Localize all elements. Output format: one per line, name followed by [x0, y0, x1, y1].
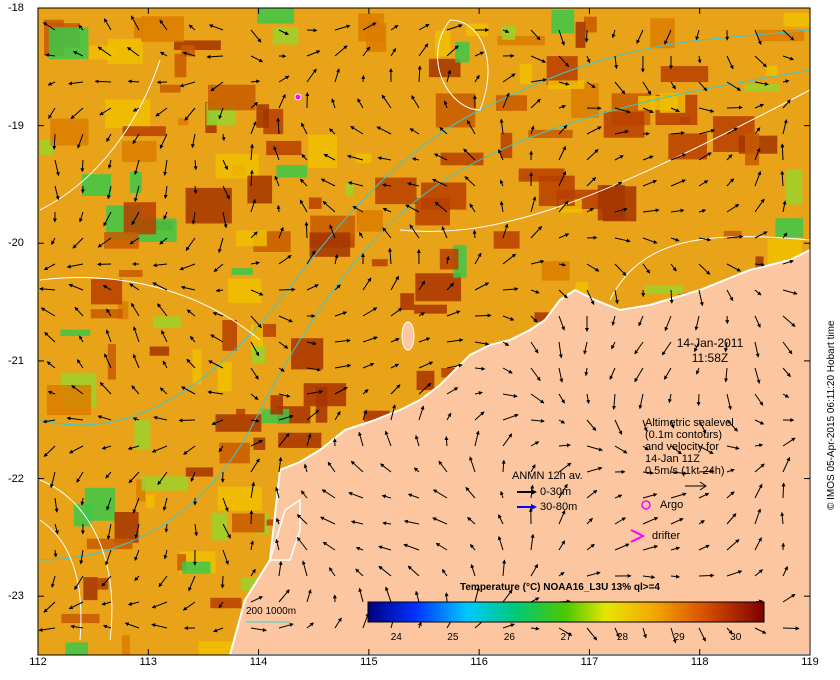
alt-line5: 0.5m/s (1kt 24h): [645, 465, 725, 477]
lon-label-117: 117: [580, 656, 599, 668]
lat-label-18: -18: [8, 2, 24, 14]
lat-label-20: -20: [8, 237, 24, 250]
date-day: 14-Jan-2011: [676, 336, 744, 350]
anmn-title: ANMN 12h av.: [512, 470, 583, 482]
alt-line4: 14-Jan 11Z: [645, 453, 700, 465]
colorbar-tick-28: 28: [617, 632, 629, 643]
colorbar-tick-29: 29: [673, 632, 685, 643]
lat-label-22: -22: [8, 472, 24, 485]
isobath-lines: [39, 29, 810, 561]
argo-label: Argo: [660, 499, 684, 511]
lat-label-23: -23: [8, 590, 24, 603]
alt-line1: Altimetric sealevel: [645, 417, 734, 429]
drifter-marker: [630, 529, 646, 543]
island: [401, 321, 415, 351]
lon-label-114: 114: [249, 656, 268, 668]
sealevel-contours: [39, 19, 810, 641]
anmn-deep-label: 30-80m: [540, 501, 578, 513]
lon-label-119: 119: [801, 656, 819, 668]
credit-text: © IMOS 05-Apr-2015 06:11:20 Hobart time: [826, 320, 837, 511]
isobath-label: 200 1000m: [246, 606, 297, 617]
lon-label-115: 115: [360, 656, 378, 668]
velocity-arrows: [38, 15, 800, 644]
argo-float: [294, 93, 302, 101]
date-time: 11:58Z: [691, 351, 729, 365]
date-label: 14-Jan-2011 11:58Z: [655, 336, 765, 366]
lat-label-19: -19: [8, 119, 24, 132]
lon-label-112: 112: [29, 656, 47, 668]
anmn-shallow-label: 0-30m: [540, 486, 572, 498]
lon-label-118: 118: [690, 656, 709, 668]
colorbar-tick-30: 30: [730, 632, 742, 643]
drifter-label: drifter: [652, 530, 681, 542]
colorbar-tick-26: 26: [503, 632, 515, 643]
lon-label-113: 113: [139, 656, 158, 668]
colorbar: [367, 601, 765, 623]
argo-marker: [641, 500, 651, 510]
lat-label-21: -21: [8, 354, 24, 367]
colorbar-tick-24: 24: [390, 632, 402, 643]
colorbar-tick-27: 27: [560, 632, 572, 643]
alt-line3: and velocity for: [645, 441, 719, 453]
altimetry-legend: Altimetric sealevel (0.1m contours) and …: [645, 417, 734, 477]
colorbar-tick-25: 25: [447, 632, 459, 643]
alt-line2: (0.1m contours): [645, 429, 723, 441]
plot-frame: [37, 7, 811, 656]
lon-label-116: 116: [470, 656, 488, 668]
colorbar-title: Temperature (°C) NOAA16_L3U 13% ql>=4: [460, 582, 660, 593]
